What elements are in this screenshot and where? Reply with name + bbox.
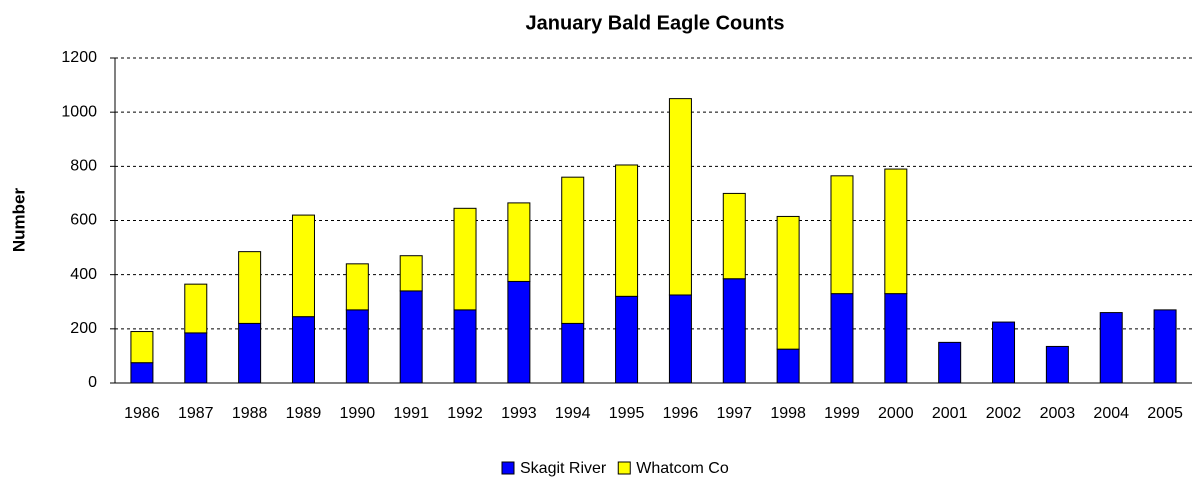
- x-tick-label: 1993: [501, 405, 537, 422]
- x-tick-label: 2002: [986, 405, 1022, 422]
- bar-segment: [1045, 345, 1069, 384]
- bar-segment: [453, 309, 477, 384]
- x-tick-label: 1995: [609, 405, 645, 422]
- y-tick-label: 400: [70, 266, 97, 283]
- bar-segment: [776, 348, 800, 384]
- chart-title: January Bald Eagle Counts: [526, 12, 785, 34]
- legend-label: Whatcom Co: [636, 460, 729, 477]
- x-tick-label: 1994: [555, 405, 591, 422]
- x-tick-label: 2003: [1040, 405, 1076, 422]
- y-tick-label: 600: [70, 212, 97, 229]
- bar-segment: [238, 322, 262, 384]
- legend-swatch: [501, 461, 515, 475]
- bar-segment: [130, 362, 154, 384]
- bar-segment: [507, 202, 531, 282]
- x-tick-label: 1986: [124, 405, 160, 422]
- y-tick-label: 1200: [61, 49, 97, 66]
- bar-segment: [884, 168, 908, 295]
- bar-segment: [291, 316, 315, 384]
- bar-segment: [130, 331, 154, 364]
- bar-segment: [1099, 312, 1123, 384]
- bar-segment: [399, 255, 423, 292]
- bar-segment: [722, 278, 746, 384]
- y-axis-label: Number: [9, 188, 28, 253]
- y-tick-label: 1000: [61, 103, 97, 120]
- x-tick-label: 1987: [178, 405, 214, 422]
- bar-segment: [615, 164, 639, 297]
- bar-segment: [722, 192, 746, 280]
- bar-segment: [776, 215, 800, 350]
- x-tick-label: 1991: [393, 405, 429, 422]
- bar-segment: [453, 207, 477, 311]
- bar-segment: [561, 322, 585, 384]
- legend-swatch: [617, 461, 631, 475]
- bar-segment: [345, 309, 369, 384]
- bar-segment: [992, 321, 1016, 384]
- bar-segment: [830, 175, 854, 295]
- y-tick-label: 800: [70, 158, 97, 175]
- bar-segment: [238, 251, 262, 324]
- x-tick-label: 2001: [932, 405, 968, 422]
- bar-segment: [399, 290, 423, 384]
- x-tick-label: 1996: [663, 405, 699, 422]
- bar-segment: [668, 294, 692, 384]
- x-tick-label: 1989: [286, 405, 322, 422]
- x-tick-label: 1990: [340, 405, 376, 422]
- y-tick-label: 0: [88, 374, 97, 391]
- x-tick-label: 1999: [824, 405, 860, 422]
- x-tick-label: 1997: [716, 405, 752, 422]
- bar-segment: [830, 293, 854, 384]
- bar-segment: [184, 283, 208, 334]
- x-tick-label: 2004: [1093, 405, 1129, 422]
- bar-segment: [345, 263, 369, 311]
- x-tick-label: 2005: [1147, 405, 1183, 422]
- bar-segment: [507, 280, 531, 384]
- y-tick-label: 200: [70, 320, 97, 337]
- bar-segment: [938, 341, 962, 384]
- x-tick-label: 2000: [878, 405, 914, 422]
- bar-segment: [884, 293, 908, 384]
- legend-label: Skagit River: [520, 460, 607, 477]
- bar-segment: [184, 332, 208, 384]
- bar-segment: [1153, 309, 1177, 384]
- x-tick-label: 1992: [447, 405, 483, 422]
- x-tick-label: 1988: [232, 405, 268, 422]
- bar-segment: [668, 98, 692, 296]
- bar-segment: [615, 295, 639, 384]
- bar-segment: [561, 176, 585, 324]
- bar-segment: [291, 214, 315, 318]
- x-tick-label: 1998: [770, 405, 806, 422]
